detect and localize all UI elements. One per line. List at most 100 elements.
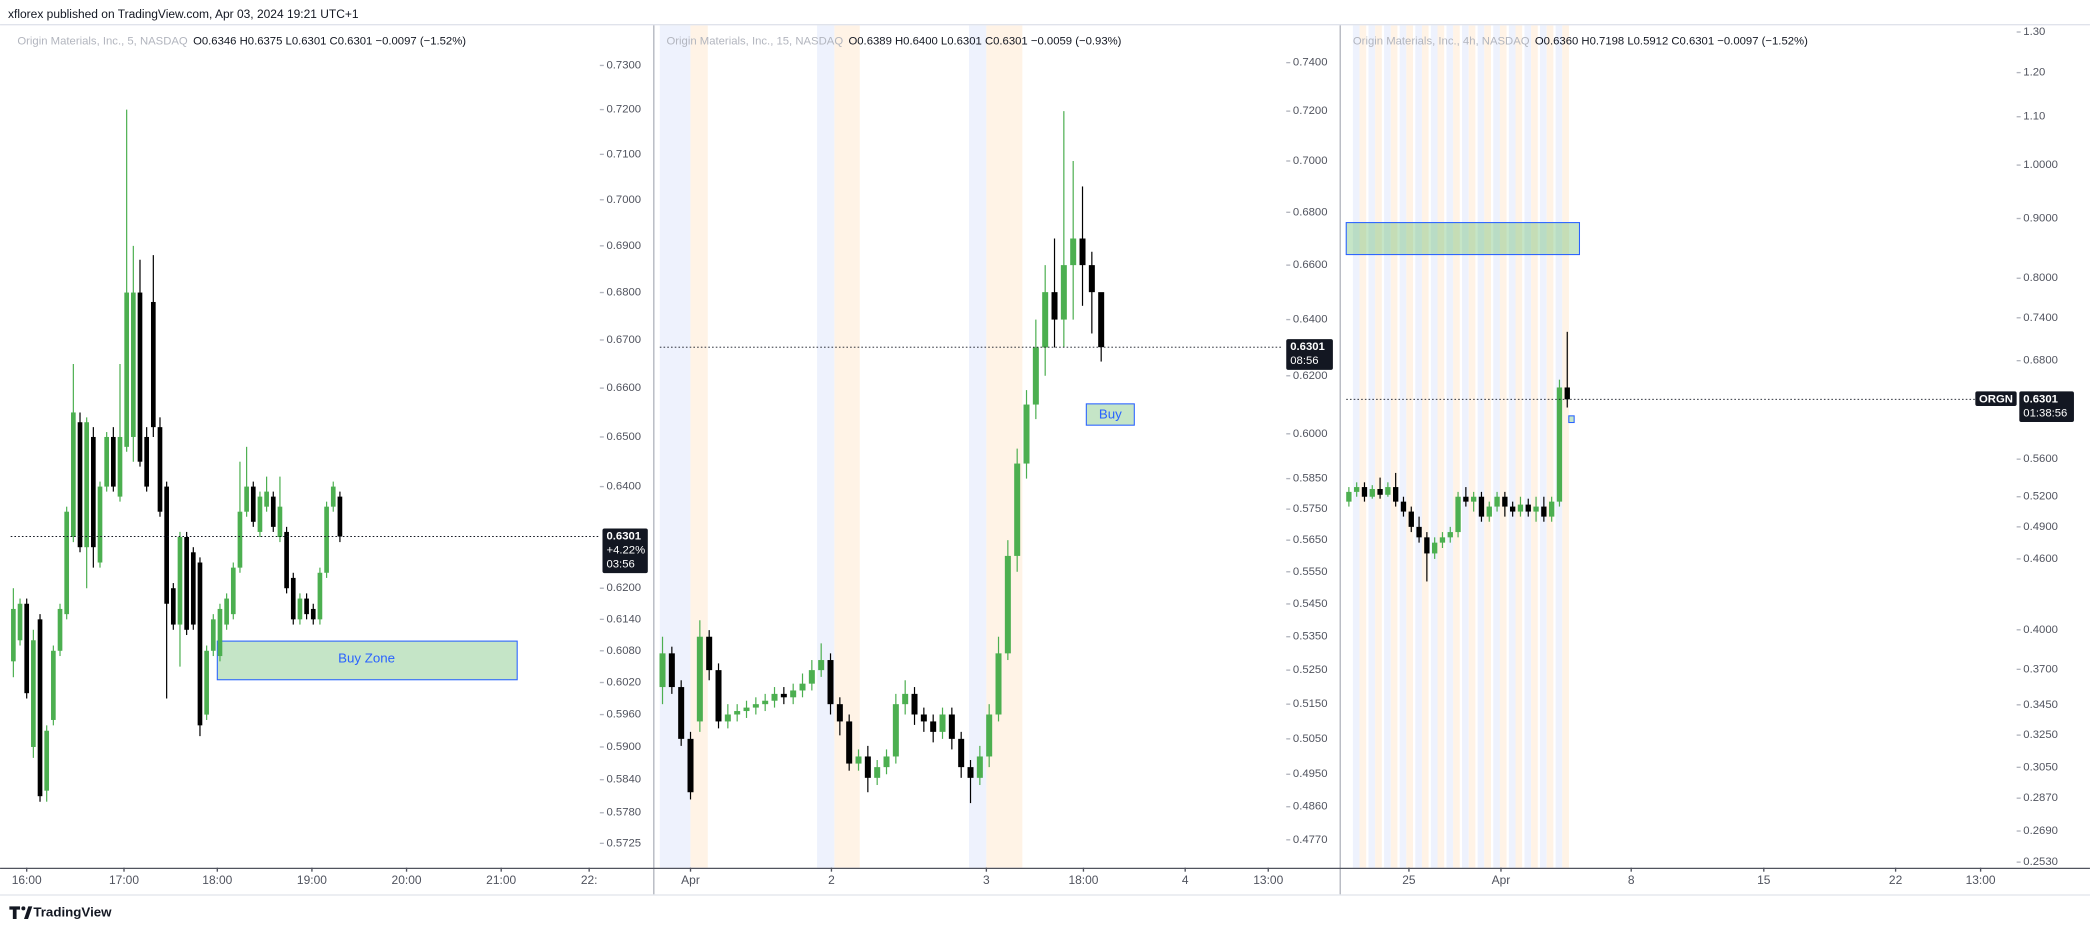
candle-body — [771, 693, 778, 701]
candle-body — [995, 653, 1002, 715]
candle-body — [920, 714, 927, 722]
y-tick-label: 0.5200 — [2023, 491, 2058, 503]
candle-body — [986, 714, 993, 757]
x-tick-label: 8 — [1628, 873, 1635, 887]
ohlc-values: O0.6346 H0.6375 L0.6301 C0.6301 −0.0097 … — [193, 35, 466, 47]
price-label-box — [1286, 339, 1333, 370]
y-tick-label: 0.4900 — [2023, 521, 2058, 533]
candle-body — [1400, 501, 1407, 512]
x-tick-label: 19:00 — [297, 873, 327, 887]
y-tick-label: 0.5780 — [606, 807, 641, 819]
candle-body — [264, 491, 269, 507]
candle-body — [1014, 463, 1021, 556]
session-band — [1421, 25, 1429, 868]
candle-body — [864, 756, 871, 778]
candle-body — [51, 650, 56, 720]
y-tick-label: 0.6020 — [606, 677, 641, 689]
candle-body — [130, 292, 136, 437]
candle-body — [855, 756, 862, 764]
candle-body — [1478, 496, 1485, 517]
candle-body — [911, 693, 918, 715]
symbol-label: ORGN — [1979, 393, 2013, 405]
x-tick-label: 22 — [1889, 873, 1903, 887]
session-band — [1352, 25, 1360, 868]
candle-body — [1088, 265, 1095, 293]
candle-body — [337, 496, 343, 537]
candle-body — [217, 608, 223, 657]
session-band — [817, 25, 835, 868]
candle-body — [144, 436, 149, 487]
x-tick-label: 4 — [1182, 873, 1189, 887]
session-band — [1359, 25, 1367, 868]
annotation: Buy — [1099, 407, 1122, 422]
y-tick-label: 0.7400 — [2023, 312, 2058, 324]
y-tick-label: 0.6800 — [2023, 355, 2058, 367]
candle-body — [224, 598, 229, 625]
candle-body — [330, 486, 336, 507]
session-band — [1384, 25, 1391, 868]
candle-body — [958, 738, 965, 768]
candle-body — [1346, 491, 1352, 502]
x-tick-label: 2 — [828, 873, 835, 887]
candle-body — [1361, 487, 1368, 497]
session-band — [1493, 25, 1500, 868]
session-band — [1546, 25, 1554, 868]
candle-body — [883, 756, 890, 768]
candle-body — [715, 670, 722, 722]
session-band — [1484, 25, 1491, 868]
candle-body — [64, 511, 70, 615]
y-tick-label: 0.9000 — [2023, 212, 2058, 224]
candle-body — [967, 767, 974, 778]
candle-body — [1051, 292, 1058, 320]
candle-body — [1470, 496, 1477, 502]
candle-body — [1463, 496, 1469, 502]
session-band — [1415, 25, 1422, 868]
candle-body — [304, 598, 309, 615]
candle-body — [137, 292, 143, 462]
y-tick-label: 0.6200 — [1293, 370, 1328, 382]
y-tick-label: 0.7000 — [606, 194, 641, 206]
candle-body — [902, 693, 909, 705]
candle-body — [17, 603, 23, 641]
session-band — [1540, 25, 1547, 868]
candle-body — [230, 567, 236, 615]
chart-legend: Origin Materials, Inc., 5, NASDAQ O0.6346… — [17, 35, 466, 47]
candle-body — [164, 486, 169, 604]
y-tick-label: 0.5250 — [1293, 664, 1328, 676]
y-tick-label: 1.30 — [2023, 26, 2045, 38]
x-tick-label: 15 — [1757, 873, 1771, 887]
candle-body — [1432, 542, 1438, 554]
y-tick-label: 0.5960 — [606, 709, 641, 721]
candle-body — [1502, 496, 1508, 507]
candle-body — [317, 572, 323, 620]
candle-body — [827, 660, 834, 705]
session-band — [1390, 25, 1398, 868]
candle-body — [1447, 532, 1453, 538]
candle-body — [734, 711, 741, 715]
candle-body — [1393, 487, 1399, 502]
candle-body — [297, 598, 303, 620]
candle-body — [1004, 555, 1011, 654]
candle-body — [846, 721, 853, 764]
session-band — [1508, 25, 1516, 868]
candle-body — [270, 496, 276, 527]
session-band — [1524, 25, 1532, 868]
session-band — [1477, 25, 1485, 868]
candle-body — [696, 636, 703, 722]
candle-body — [743, 707, 750, 712]
candle-body — [780, 693, 787, 698]
candle-body — [84, 422, 90, 548]
candle-body — [210, 619, 216, 651]
candle-body — [117, 436, 123, 497]
candle-body — [44, 730, 50, 791]
chart-legend: Origin Materials, Inc., 15, NASDAQ O0.638… — [666, 35, 1121, 47]
y-tick-label: 0.6800 — [606, 287, 641, 299]
x-tick-label: 25 — [1402, 873, 1416, 887]
candle-body — [237, 511, 243, 568]
candle-body — [976, 756, 983, 778]
price-label-last-price: 0.6301 — [606, 530, 641, 542]
candle-body — [939, 714, 946, 732]
candle-body — [310, 608, 316, 620]
candle-body — [724, 714, 731, 722]
